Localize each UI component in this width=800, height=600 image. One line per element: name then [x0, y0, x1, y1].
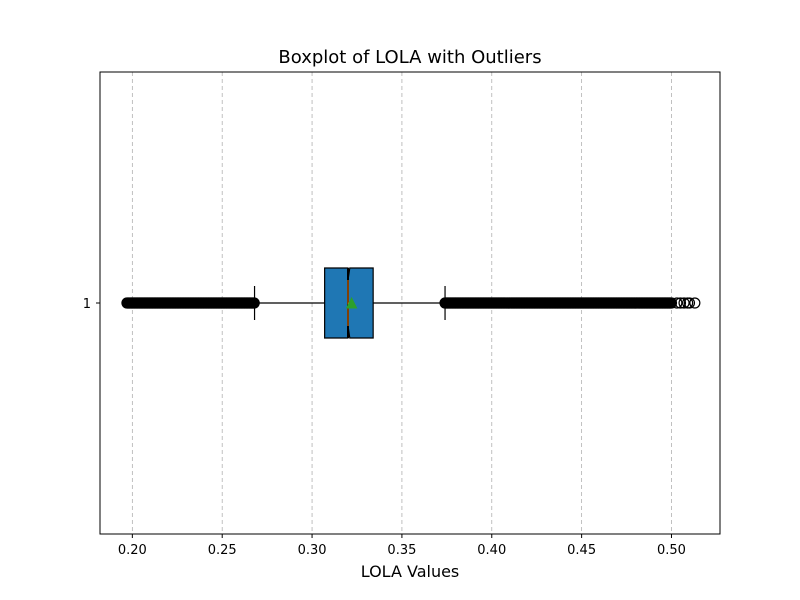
mean-marker	[345, 296, 358, 309]
x-tick-label: 0.20	[118, 543, 147, 558]
x-tick-label: 0.50	[657, 543, 686, 558]
axis-ticks: 0.20 0.25 0.30 0.35 0.40 0.45 0.50 1	[83, 297, 686, 558]
box-and-whiskers	[253, 267, 446, 339]
x-tick-label: 0.40	[477, 543, 506, 558]
outlier-point	[665, 297, 678, 309]
x-tick-label: 0.30	[298, 543, 327, 558]
outlier-markers	[121, 297, 701, 309]
x-tick-label: 0.25	[208, 543, 237, 558]
chart-title: Boxplot of LOLA with Outliers	[278, 47, 541, 68]
outlier-point	[674, 297, 687, 309]
outlier-point	[683, 297, 696, 309]
x-tick-label: 0.45	[567, 543, 596, 558]
outlier-point	[671, 297, 683, 309]
x-axis-label: LOLA Values	[361, 562, 460, 581]
x-tick-label: 0.35	[387, 543, 416, 558]
y-tick-label: 1	[83, 297, 91, 312]
outlier-point	[678, 297, 690, 309]
outlier-point	[689, 297, 701, 309]
